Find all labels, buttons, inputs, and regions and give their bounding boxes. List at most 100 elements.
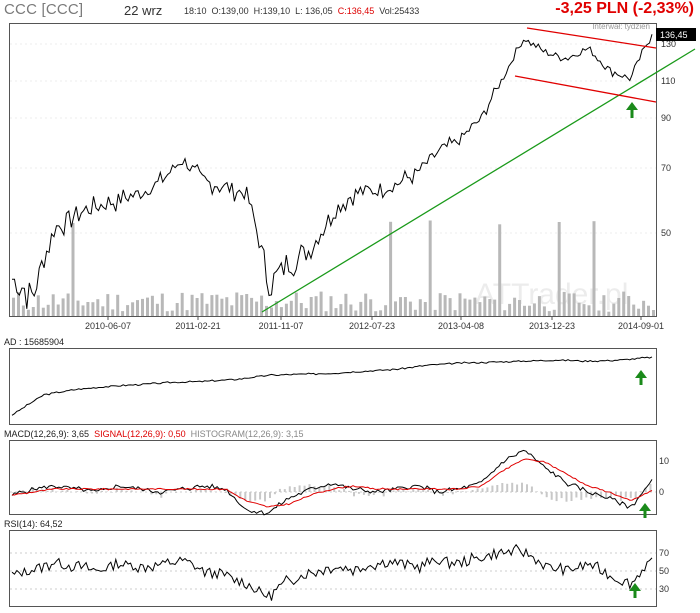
histogram-bar [367, 492, 370, 496]
volume-bar [478, 302, 482, 316]
histogram-bar [66, 489, 69, 492]
histogram-bar [362, 492, 365, 495]
macd-arrow-icon [639, 503, 651, 518]
histogram-bar [451, 492, 454, 495]
rsi-tick-70: 70 [659, 548, 669, 558]
macd-tick-10: 10 [659, 456, 669, 466]
histogram-bar [372, 492, 375, 495]
histogram-bar [565, 492, 568, 502]
volume-bar [408, 301, 412, 316]
x-tick-label: 2010-06-07 [85, 321, 131, 331]
volume-bar [76, 300, 80, 316]
histogram-bar [155, 492, 158, 495]
volume-bar [61, 298, 65, 316]
volume-bar [468, 299, 472, 316]
histogram-bar [535, 491, 538, 492]
volume-bar [389, 221, 393, 316]
volume-bar [627, 296, 631, 316]
volume-bar [344, 293, 348, 316]
volume-bar [195, 298, 199, 316]
histogram-bar [303, 485, 306, 492]
histogram-bar [456, 490, 459, 492]
volume-bar [180, 292, 184, 316]
histogram-bar [150, 492, 153, 495]
volume-bar [607, 311, 611, 316]
volume-bar [131, 302, 135, 316]
volume-bar [354, 310, 358, 316]
rsi-label: RSI(14): 64,52 [4, 519, 63, 529]
volume-bar [240, 295, 244, 316]
x-tick-label: 2011-02-21 [175, 321, 220, 331]
volume-bar [428, 220, 432, 316]
volume-bar [329, 296, 333, 316]
volume-bar [632, 304, 636, 316]
volume-bar [225, 297, 229, 316]
volume-bar [200, 293, 204, 316]
volume-bar [46, 304, 50, 316]
volume-bar [582, 304, 586, 316]
current-price-box [656, 28, 696, 41]
histogram-bar [160, 492, 163, 498]
volume-bar [126, 305, 130, 316]
volume-bar [418, 299, 422, 316]
histogram-bar [229, 492, 232, 496]
histogram-bar [461, 491, 464, 492]
volume-bar [265, 305, 268, 316]
volume-bar [438, 293, 442, 316]
histogram-bar [194, 490, 197, 492]
histogram-bar [110, 492, 113, 493]
histogram-bar [204, 489, 207, 492]
rsi-panel-frame [9, 530, 657, 607]
histogram-bar [96, 492, 98, 494]
volume-bar [270, 307, 273, 316]
volume-bar [101, 306, 105, 316]
y-tick-70: 70 [661, 163, 671, 173]
volume-bar [314, 296, 318, 316]
histogram-bar [219, 491, 222, 492]
histogram-bar [115, 487, 118, 492]
histogram-bar [614, 492, 617, 496]
volume-bar [334, 308, 338, 316]
macd-label: MACD(12,26,9): 3,65 [4, 429, 90, 439]
volume-bar [369, 299, 373, 316]
volume-bar [81, 305, 85, 316]
histogram-bar [165, 492, 168, 494]
volume-bar [483, 296, 487, 316]
histogram-bar [283, 489, 286, 492]
histogram-bar [560, 492, 563, 499]
volume-bar [528, 305, 531, 316]
support-trendline [261, 48, 696, 313]
volume-bar [31, 307, 35, 316]
volume-bar [175, 303, 179, 316]
volume-bar [304, 308, 308, 316]
volume-bar [399, 297, 402, 316]
volume-bar [230, 305, 234, 316]
volume-bar [160, 293, 164, 316]
x-axis: 2010-06-07 2011-02-21 2011-11-07 2012-07… [85, 316, 664, 331]
rsi-axis: 70 50 30 [10, 548, 669, 594]
rsi-tick-30: 30 [659, 584, 669, 594]
histogram-bar [81, 491, 84, 492]
volume-bar [458, 293, 462, 316]
ticker-title: CCC [CCC] [4, 1, 84, 18]
volume-bar [274, 301, 278, 316]
price-y-axis: 130 110 90 70 50 [10, 39, 676, 238]
volume-bar [647, 305, 650, 316]
volume-bar [260, 295, 264, 316]
histogram-bar [328, 485, 331, 492]
histogram-bar [610, 492, 612, 497]
volume-bar [413, 309, 417, 316]
volume-bar [547, 311, 551, 316]
volume-bar [17, 292, 20, 316]
quote-date: 22 wrz [124, 3, 163, 18]
x-tick-label: 2011-11-07 [259, 321, 304, 331]
histogram-bar [590, 492, 593, 499]
histogram-bar [318, 487, 321, 492]
histogram-bar [580, 492, 583, 500]
histogram-bar [273, 492, 276, 495]
volume-bar [289, 300, 293, 316]
volume-bar [523, 305, 526, 316]
volume-bar [488, 299, 492, 316]
histogram-bar [521, 482, 523, 492]
